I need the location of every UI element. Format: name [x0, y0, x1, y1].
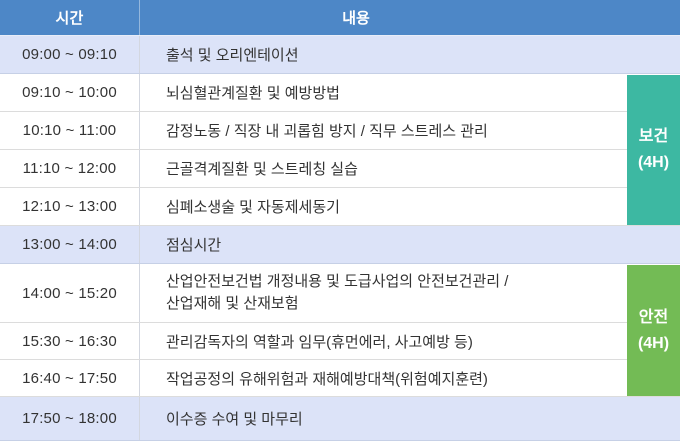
content-line: 산업안전보건법 개정내용 및 도급사업의 안전보건관리 / — [166, 273, 509, 290]
content-cell: 출석 및 오리엔테이션 — [166, 47, 299, 64]
time-cell: 16:40 ~ 17:50 — [0, 360, 140, 396]
time-cell: 09:10 ~ 10:00 — [0, 74, 140, 111]
table-header-row: 시간 내용 — [0, 0, 680, 36]
table-row: 14:00 ~ 15:20 산업안전보건법 개정내용 및 도급사업의 안전보건관… — [0, 264, 680, 323]
content-cell: 감정노동 / 직장 내 괴롭힘 방지 / 직무 스트레스 관리 — [166, 123, 488, 140]
content-cell: 근골격계질환 및 스트레칭 실습 — [166, 161, 358, 178]
table-row: 10:10 ~ 11:00 감정노동 / 직장 내 괴롭힘 방지 / 직무 스트… — [0, 112, 680, 150]
content-cell: 뇌심혈관계질환 및 예방방법 — [166, 85, 340, 102]
column-header-content: 내용 — [342, 10, 370, 27]
time-cell: 15:30 ~ 16:30 — [0, 323, 140, 359]
table-row-lunch: 13:00 ~ 14:00 점심시간 — [0, 226, 680, 264]
time-cell: 14:00 ~ 15:20 — [0, 264, 140, 322]
content-line: 산업재해 및 산재보험 — [166, 295, 299, 312]
table-row-attendance: 09:00 ~ 09:10 출석 및 오리엔테이션 — [0, 36, 680, 74]
content-cell: 산업안전보건법 개정내용 및 도급사업의 안전보건관리 / 산업재해 및 산재보… — [140, 264, 680, 322]
content-cell: 관리감독자의 역할과 임무(휴먼에러, 사고예방 등) — [166, 333, 473, 351]
content-cell: 점심시간 — [166, 237, 222, 254]
content-cell: 심폐소생술 및 자동제세동기 — [166, 199, 340, 216]
table-row: 09:10 ~ 10:00 뇌심혈관계질환 및 예방방법 — [0, 74, 680, 112]
content-cell: 작업공정의 유해위험과 재해예방대책(위험예지훈련) — [166, 370, 488, 388]
content-cell: 이수증 수여 및 마무리 — [166, 411, 303, 428]
safety-section-title: 안전 — [638, 308, 669, 326]
table-row: 12:10 ~ 13:00 심폐소생술 및 자동제세동기 — [0, 188, 680, 226]
time-cell: 13:00 ~ 14:00 — [0, 226, 140, 263]
table-row: 16:40 ~ 17:50 작업공정의 유해위험과 재해예방대책(위험예지훈련) — [0, 360, 680, 397]
health-section-title: 보건 — [638, 128, 669, 145]
time-cell: 11:10 ~ 12:00 — [0, 150, 140, 187]
table-row: 11:10 ~ 12:00 근골격계질환 및 스트레칭 실습 — [0, 150, 680, 188]
time-cell: 10:10 ~ 11:00 — [0, 112, 140, 149]
time-cell: 17:50 ~ 18:00 — [0, 397, 140, 440]
safety-section-span-label: 안전 (4H) — [627, 265, 680, 396]
health-section-hours: (4H) — [637, 154, 670, 171]
health-section-span-label: 보건 (4H) — [627, 75, 680, 225]
safety-section-hours: (4H) — [637, 334, 670, 352]
time-cell: 09:00 ~ 09:10 — [0, 36, 140, 73]
table-row-closing: 17:50 ~ 18:00 이수증 수여 및 마무리 — [0, 397, 680, 441]
table-row: 15:30 ~ 16:30 관리감독자의 역할과 임무(휴먼에러, 사고예방 등… — [0, 323, 680, 360]
column-header-time: 시간 — [0, 0, 140, 35]
time-cell: 12:10 ~ 13:00 — [0, 188, 140, 225]
